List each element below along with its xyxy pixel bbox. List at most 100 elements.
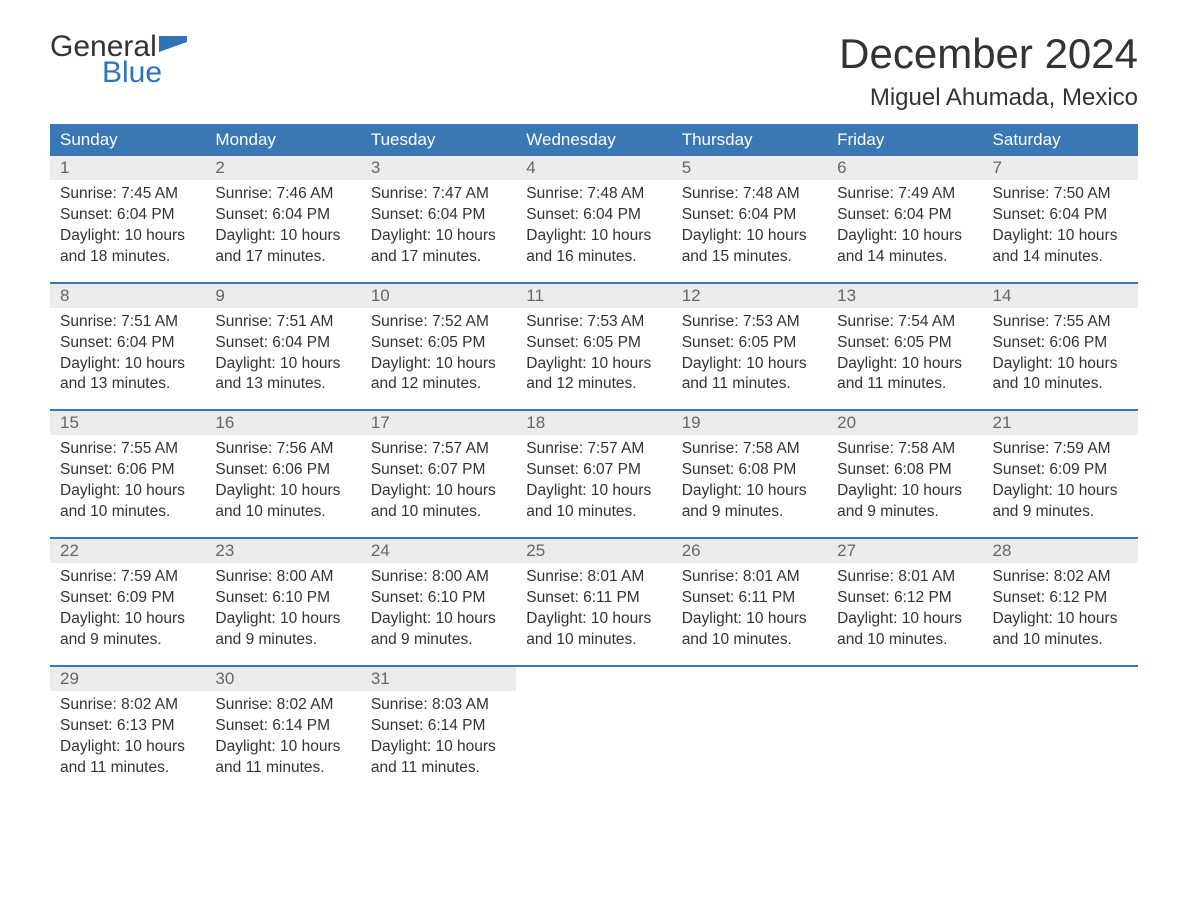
daylight-line: Daylight: 10 hours and 11 minutes.	[215, 737, 350, 779]
weekday-header: Sunday	[50, 124, 205, 156]
sunset-line: Sunset: 6:07 PM	[371, 460, 506, 481]
sunrise-line: Sunrise: 7:53 AM	[682, 312, 817, 333]
day-number: 12	[672, 284, 827, 308]
daylight-line: Daylight: 10 hours and 11 minutes.	[837, 354, 972, 396]
day-number: 30	[205, 667, 360, 691]
sunset-line: Sunset: 6:05 PM	[526, 333, 661, 354]
daylight-line: Daylight: 10 hours and 14 minutes.	[993, 226, 1128, 268]
sunrise-line: Sunrise: 8:02 AM	[993, 567, 1128, 588]
day-cell: Sunrise: 7:59 AMSunset: 6:09 PMDaylight:…	[983, 435, 1138, 538]
sunset-line: Sunset: 6:04 PM	[371, 205, 506, 226]
sunset-line: Sunset: 6:04 PM	[682, 205, 817, 226]
sunrise-line: Sunrise: 7:54 AM	[837, 312, 972, 333]
daylight-line: Daylight: 10 hours and 18 minutes.	[60, 226, 195, 268]
day-number: 8	[50, 284, 205, 308]
day-cell: Sunrise: 8:03 AMSunset: 6:14 PMDaylight:…	[361, 691, 516, 793]
day-cell: Sunrise: 7:55 AMSunset: 6:06 PMDaylight:…	[50, 435, 205, 538]
sunset-line: Sunset: 6:09 PM	[60, 588, 195, 609]
day-content-row: Sunrise: 7:51 AMSunset: 6:04 PMDaylight:…	[50, 308, 1138, 411]
day-number	[983, 667, 1138, 691]
daylight-line: Daylight: 10 hours and 17 minutes.	[371, 226, 506, 268]
day-cell: Sunrise: 7:59 AMSunset: 6:09 PMDaylight:…	[50, 563, 205, 666]
day-cell: Sunrise: 7:58 AMSunset: 6:08 PMDaylight:…	[827, 435, 982, 538]
sunset-line: Sunset: 6:07 PM	[526, 460, 661, 481]
sunrise-line: Sunrise: 7:58 AM	[837, 439, 972, 460]
sunset-line: Sunset: 6:05 PM	[371, 333, 506, 354]
day-number: 19	[672, 411, 827, 435]
daylight-line: Daylight: 10 hours and 9 minutes.	[215, 609, 350, 651]
day-cell	[983, 691, 1138, 793]
day-number: 15	[50, 411, 205, 435]
day-number: 31	[361, 667, 516, 691]
weekday-header-row: Sunday Monday Tuesday Wednesday Thursday…	[50, 124, 1138, 156]
daylight-line: Daylight: 10 hours and 10 minutes.	[837, 609, 972, 651]
day-cell: Sunrise: 7:51 AMSunset: 6:04 PMDaylight:…	[50, 308, 205, 411]
sunrise-line: Sunrise: 7:57 AM	[526, 439, 661, 460]
sunrise-line: Sunrise: 8:02 AM	[215, 695, 350, 716]
day-cell: Sunrise: 8:00 AMSunset: 6:10 PMDaylight:…	[205, 563, 360, 666]
sunrise-line: Sunrise: 8:01 AM	[682, 567, 817, 588]
day-number: 11	[516, 284, 671, 308]
sunset-line: Sunset: 6:05 PM	[682, 333, 817, 354]
daylight-line: Daylight: 10 hours and 10 minutes.	[993, 609, 1128, 651]
day-cell: Sunrise: 7:51 AMSunset: 6:04 PMDaylight:…	[205, 308, 360, 411]
sunrise-line: Sunrise: 7:59 AM	[60, 567, 195, 588]
day-number: 9	[205, 284, 360, 308]
daylight-line: Daylight: 10 hours and 10 minutes.	[526, 609, 661, 651]
daylight-line: Daylight: 10 hours and 9 minutes.	[371, 609, 506, 651]
weekday-header: Friday	[827, 124, 982, 156]
weekday-header: Tuesday	[361, 124, 516, 156]
sunset-line: Sunset: 6:12 PM	[993, 588, 1128, 609]
sunrise-line: Sunrise: 8:02 AM	[60, 695, 195, 716]
day-number	[672, 667, 827, 691]
daylight-line: Daylight: 10 hours and 14 minutes.	[837, 226, 972, 268]
day-number	[827, 667, 982, 691]
day-cell: Sunrise: 8:01 AMSunset: 6:11 PMDaylight:…	[672, 563, 827, 666]
daylight-line: Daylight: 10 hours and 11 minutes.	[371, 737, 506, 779]
sunrise-line: Sunrise: 7:55 AM	[993, 312, 1128, 333]
day-number	[516, 667, 671, 691]
sunrise-line: Sunrise: 7:53 AM	[526, 312, 661, 333]
day-cell: Sunrise: 7:58 AMSunset: 6:08 PMDaylight:…	[672, 435, 827, 538]
location: Miguel Ahumada, Mexico	[839, 84, 1138, 112]
day-cell: Sunrise: 7:57 AMSunset: 6:07 PMDaylight:…	[516, 435, 671, 538]
day-cell: Sunrise: 7:47 AMSunset: 6:04 PMDaylight:…	[361, 180, 516, 283]
day-number: 21	[983, 411, 1138, 435]
day-cell: Sunrise: 8:01 AMSunset: 6:11 PMDaylight:…	[516, 563, 671, 666]
day-number: 24	[361, 539, 516, 563]
day-cell: Sunrise: 7:49 AMSunset: 6:04 PMDaylight:…	[827, 180, 982, 283]
sunset-line: Sunset: 6:14 PM	[215, 716, 350, 737]
month-title: December 2024	[839, 30, 1138, 78]
sunset-line: Sunset: 6:06 PM	[60, 460, 195, 481]
daylight-line: Daylight: 10 hours and 17 minutes.	[215, 226, 350, 268]
day-cell: Sunrise: 8:02 AMSunset: 6:13 PMDaylight:…	[50, 691, 205, 793]
day-number: 22	[50, 539, 205, 563]
sunset-line: Sunset: 6:05 PM	[837, 333, 972, 354]
sunrise-line: Sunrise: 7:51 AM	[215, 312, 350, 333]
daylight-line: Daylight: 10 hours and 9 minutes.	[60, 609, 195, 651]
sunset-line: Sunset: 6:04 PM	[837, 205, 972, 226]
sunset-line: Sunset: 6:08 PM	[837, 460, 972, 481]
sunrise-line: Sunrise: 7:58 AM	[682, 439, 817, 460]
day-cell: Sunrise: 7:48 AMSunset: 6:04 PMDaylight:…	[516, 180, 671, 283]
daylight-line: Daylight: 10 hours and 15 minutes.	[682, 226, 817, 268]
sunrise-line: Sunrise: 7:59 AM	[993, 439, 1128, 460]
day-number: 20	[827, 411, 982, 435]
sunrise-line: Sunrise: 7:45 AM	[60, 184, 195, 205]
day-cell: Sunrise: 7:56 AMSunset: 6:06 PMDaylight:…	[205, 435, 360, 538]
page-header: General Blue December 2024 Miguel Ahumad…	[50, 30, 1138, 112]
sunrise-line: Sunrise: 7:51 AM	[60, 312, 195, 333]
daylight-line: Daylight: 10 hours and 13 minutes.	[215, 354, 350, 396]
weekday-header: Wednesday	[516, 124, 671, 156]
sunrise-line: Sunrise: 7:55 AM	[60, 439, 195, 460]
sunset-line: Sunset: 6:11 PM	[526, 588, 661, 609]
sunset-line: Sunset: 6:12 PM	[837, 588, 972, 609]
day-cell: Sunrise: 7:52 AMSunset: 6:05 PMDaylight:…	[361, 308, 516, 411]
sunrise-line: Sunrise: 7:52 AM	[371, 312, 506, 333]
day-number: 3	[361, 156, 516, 180]
sunset-line: Sunset: 6:06 PM	[993, 333, 1128, 354]
daylight-line: Daylight: 10 hours and 10 minutes.	[371, 481, 506, 523]
sunrise-line: Sunrise: 7:56 AM	[215, 439, 350, 460]
day-cell: Sunrise: 8:02 AMSunset: 6:14 PMDaylight:…	[205, 691, 360, 793]
daylight-line: Daylight: 10 hours and 12 minutes.	[526, 354, 661, 396]
